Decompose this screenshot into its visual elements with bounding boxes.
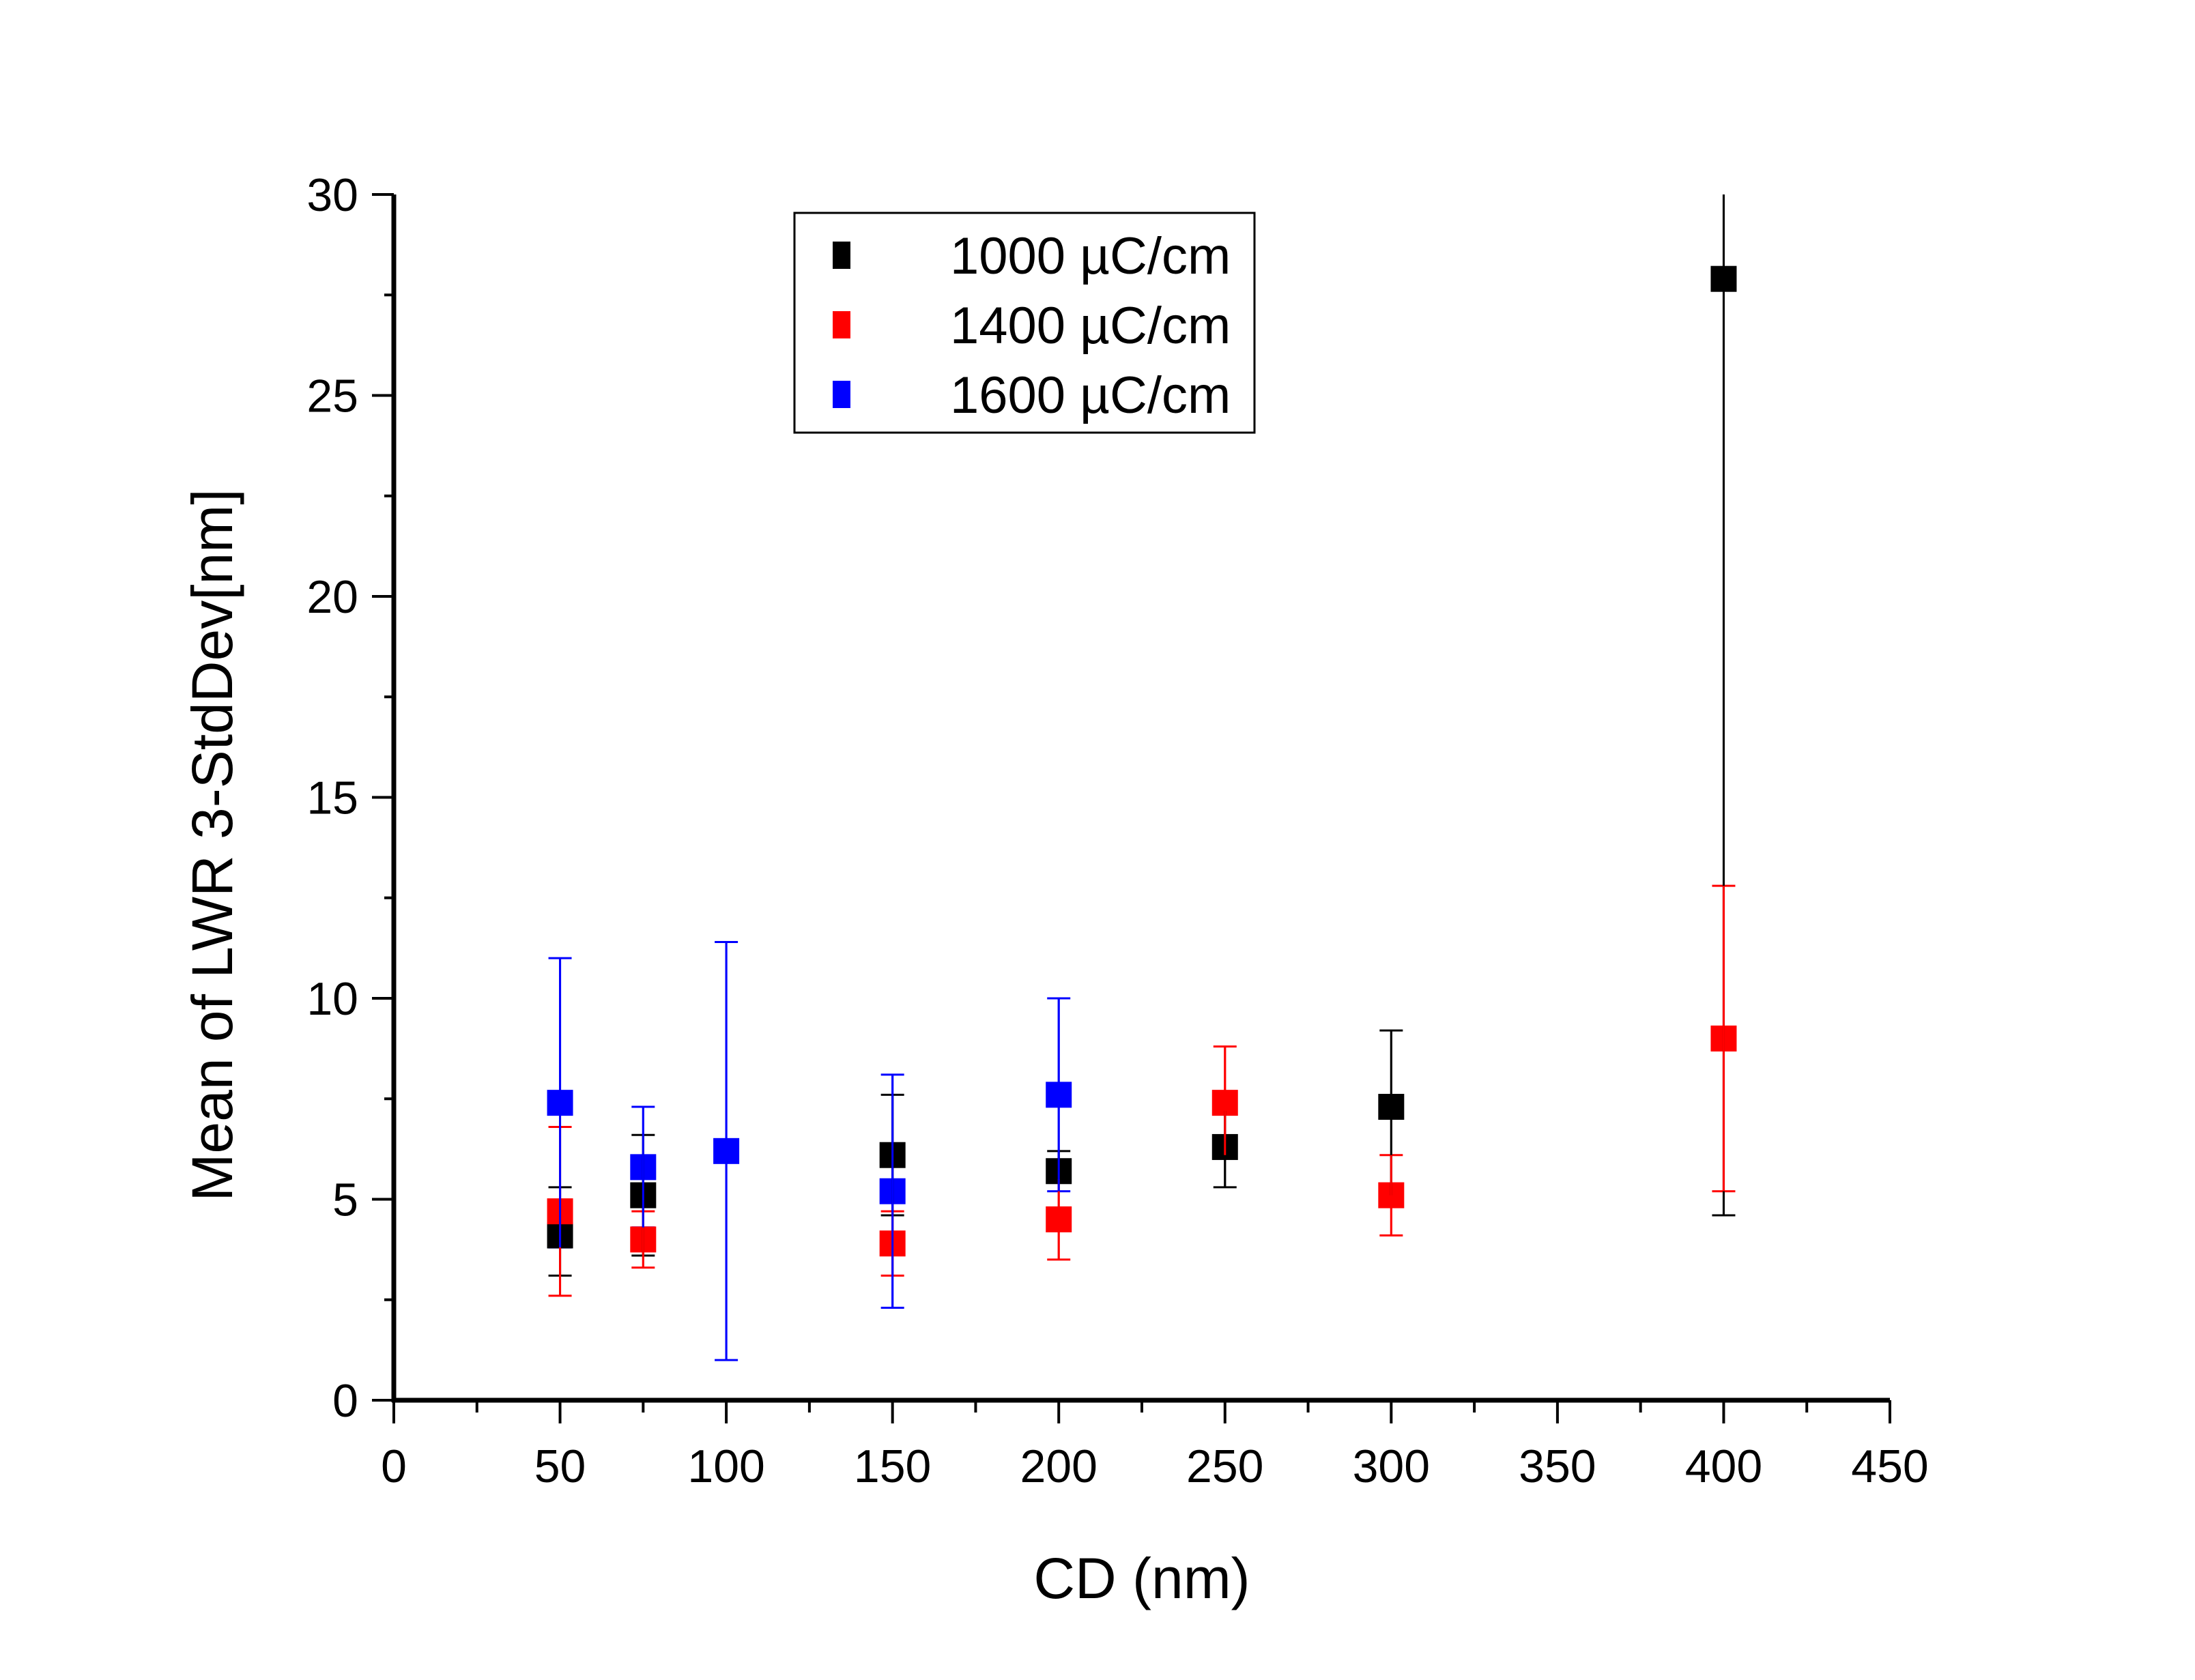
y-tick-label: 5 — [332, 1174, 358, 1226]
x-axis-title: CD (nm) — [1033, 1546, 1250, 1610]
x-tick-label: 250 — [1186, 1440, 1263, 1492]
legend: 1000 µC/cm 1400 µC/cm 1600 µC/cm — [793, 212, 1256, 434]
x-tick-label: 100 — [687, 1440, 764, 1492]
legend-swatch — [833, 381, 850, 408]
legend-label: 1400 µC/cm — [950, 297, 1231, 355]
y-tick-label: 15 — [306, 772, 358, 824]
markers-layer — [547, 194, 1737, 1361]
y-tick-label: 25 — [306, 371, 358, 422]
x-tick-label: 200 — [1020, 1440, 1097, 1492]
legend-label: 1000 µC/cm — [950, 227, 1231, 285]
legend-box — [793, 212, 1256, 434]
legend-swatch — [833, 311, 850, 338]
legend-item: 1400 µC/cm — [833, 297, 1231, 355]
x-tick-label: 300 — [1353, 1440, 1430, 1492]
legend-item: 1000 µC/cm — [833, 227, 1231, 285]
legend-label: 1600 µC/cm — [950, 366, 1231, 424]
legend-item: 1600 µC/cm — [833, 366, 1231, 424]
y-tick-label: 10 — [306, 973, 358, 1025]
y-tick-label: 30 — [306, 169, 358, 221]
y-axis-title: Mean of LWR 3-StdDev[nm] — [180, 489, 244, 1201]
x-tick-label: 150 — [854, 1440, 931, 1492]
y-tick-label: 0 — [332, 1375, 358, 1427]
y-tick-label: 20 — [306, 571, 358, 623]
x-ticks: 0 50 100 150 200 250 300 350 400 450 — [381, 1400, 1929, 1492]
y-ticks: 0 5 10 15 20 25 30 — [306, 169, 394, 1427]
x-tick-label: 0 — [381, 1440, 407, 1492]
x-tick-label: 450 — [1851, 1440, 1928, 1492]
x-tick-label: 350 — [1519, 1440, 1596, 1492]
x-tick-label: 50 — [534, 1440, 586, 1492]
legend-swatch — [833, 242, 850, 269]
legend-items: 1000 µC/cm 1400 µC/cm 1600 µC/cm — [833, 227, 1231, 424]
x-tick-label: 400 — [1685, 1440, 1762, 1492]
